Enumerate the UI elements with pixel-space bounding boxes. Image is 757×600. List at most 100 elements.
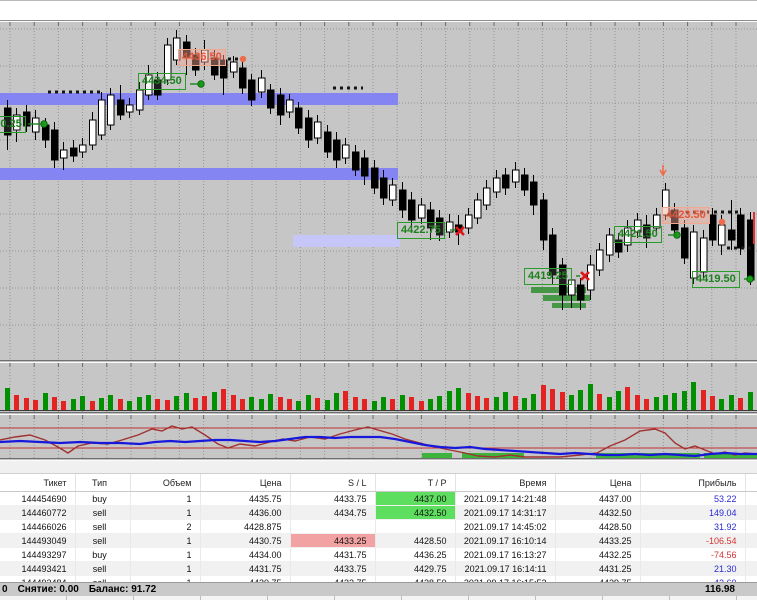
table-cell: 4436.25 — [375, 547, 456, 562]
table-cell: 4433.25 — [555, 533, 641, 548]
table-cell: 1 — [130, 561, 201, 576]
table-cell: 53.22 — [640, 491, 746, 506]
table-cell — [745, 533, 757, 548]
table-cell: 2021.09.17 16:13:27 — [455, 547, 556, 562]
table-cell: 4428.50 — [375, 533, 456, 548]
balance-label: Баланс: 91.72 — [88, 584, 157, 595]
sell-arrow-icon — [659, 165, 667, 177]
close-x-icon — [580, 271, 590, 281]
table-cell: 2 — [130, 519, 201, 534]
price-chart-pane[interactable]: 4436.50 4434.50 4430.25 4422.75 4419.25 4421.… — [0, 22, 757, 360]
table-cell: 4429.75 — [375, 561, 456, 576]
table-cell — [745, 519, 757, 534]
trade-row[interactable]: 144493297 buy 1 4434.00 4431.75 4436.25 2021.0… — [0, 547, 757, 562]
price-label-green[interactable]: 4421.50 — [614, 226, 662, 243]
table-cell: 149.04 — [640, 505, 746, 520]
close-x-icon — [455, 226, 465, 236]
trade-row[interactable]: 144454690 buy 1 4435.75 4433.75 4437.00 2021.0… — [0, 491, 757, 506]
volume-bars-chart — [0, 363, 757, 412]
column-header[interactable]: Цена — [555, 474, 641, 492]
table-cell: 4431.75 — [200, 561, 291, 576]
volume-pane[interactable] — [0, 363, 757, 412]
price-label-red[interactable]: 4436.50 — [178, 49, 226, 66]
indicator-green-fill — [422, 453, 452, 458]
indicator-pane[interactable] — [0, 415, 757, 458]
price-label-green[interactable]: 4422.75 — [397, 222, 445, 239]
column-header[interactable]: Прибыль — [640, 474, 746, 492]
table-cell: 2021.09.17 14:31:17 — [455, 505, 556, 520]
pane-separator[interactable] — [0, 412, 757, 415]
table-cell — [745, 491, 757, 506]
trade-row[interactable]: 144466026 sell 2 4428.875 2021.09.17 14:45:0… — [0, 519, 757, 534]
price-label-green[interactable]: 4434.50 — [138, 73, 186, 90]
column-header[interactable]: Тип — [75, 474, 131, 492]
account-summary-bar: 0 Снятие: 0.00 Баланс: 91.72 116.98 — [0, 582, 757, 596]
total-profit-value: 116.98 — [704, 584, 735, 595]
table-cell: sell — [75, 519, 131, 534]
orange-dot-icon — [718, 218, 726, 226]
price-label-red[interactable]: 4423.50 — [662, 207, 710, 224]
trade-row[interactable]: 144493049 sell 1 4430.75 4433.25 4428.50 2021.… — [0, 533, 757, 548]
table-cell: 4431.25 — [555, 561, 641, 576]
table-cell: 4432.50 — [375, 505, 456, 520]
table-cell: 4433.25 — [290, 533, 376, 548]
table-cell: 31.92 — [640, 519, 746, 534]
column-header[interactable]: Тикет — [0, 474, 76, 492]
table-cell: 4430.75 — [200, 533, 291, 548]
table-cell: 1 — [130, 533, 201, 548]
terminal-top-edge — [0, 461, 757, 474]
column-header[interactable]: S / L — [290, 474, 376, 492]
table-cell: 144460772 — [0, 505, 76, 520]
table-cell: 2021.09.17 14:45:02 — [455, 519, 556, 534]
trade-row[interactable]: 144493421 sell 1 4431.75 4433.75 4429.75 2021.… — [0, 561, 757, 576]
price-bands — [0, 93, 400, 247]
clipped-value: 0 — [2, 584, 8, 595]
trade-row[interactable]: 144460772 sell 1 4436.00 4434.75 4432.50 2021.… — [0, 505, 757, 520]
price-label-green[interactable]: 4430.25 — [0, 116, 26, 133]
price-label-green[interactable]: 4419.50 — [692, 271, 740, 288]
table-cell: buy — [75, 547, 131, 562]
table-cell: -106.54 — [640, 533, 746, 548]
price-label-green[interactable]: 4419.25 — [524, 268, 572, 285]
withdrawal-label: Снятие: 0.00 — [17, 584, 79, 595]
oscillator-chart — [0, 415, 757, 458]
column-header[interactable]: Цена — [200, 474, 291, 492]
column-header[interactable]: Время — [455, 474, 556, 492]
table-cell — [375, 519, 456, 534]
pane-separator[interactable] — [0, 360, 757, 363]
table-cell: 1 — [130, 547, 201, 562]
column-header[interactable] — [745, 474, 757, 492]
indicator-main-line — [0, 435, 757, 458]
grid — [0, 22, 757, 360]
table-cell: 4431.75 — [290, 547, 376, 562]
table-cell: 4435.75 — [200, 491, 291, 506]
indicator-green-fill — [462, 453, 524, 458]
table-cell: 4433.75 — [290, 491, 376, 506]
table-cell: buy — [75, 491, 131, 506]
terminal-tabs-clipped[interactable] — [0, 596, 757, 600]
table-cell: 4437.00 — [555, 491, 641, 506]
indicator-signal-line — [0, 425, 757, 458]
table-cell: 4436.00 — [200, 505, 291, 520]
indicator-green-fill — [704, 453, 757, 458]
table-cell: 4428.875 — [200, 519, 291, 534]
table-cell: 2021.09.17 16:10:14 — [455, 533, 556, 548]
dotted-trade-lines — [48, 57, 752, 250]
table-cell: 4434.75 — [290, 505, 376, 520]
table-cell: 144493421 — [0, 561, 76, 576]
column-header[interactable]: Объем — [130, 474, 201, 492]
column-header[interactable]: T / P — [375, 474, 456, 492]
balance-summary: 0 Снятие: 0.00 Баланс: 91.72 — [0, 584, 166, 595]
table-cell: 4432.25 — [555, 547, 641, 562]
table-cell: 144493049 — [0, 533, 76, 548]
table-cell — [745, 505, 757, 520]
table-cell: 4428.50 — [555, 519, 641, 534]
table-cell — [290, 519, 376, 534]
trade-markers — [28, 55, 755, 283]
table-cell — [745, 547, 757, 562]
candles — [4, 30, 755, 310]
candlestick-chart[interactable] — [0, 22, 757, 360]
